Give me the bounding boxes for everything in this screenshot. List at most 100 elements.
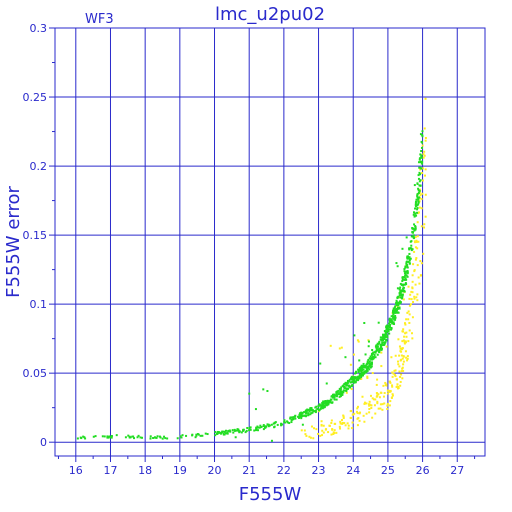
- data-point-yellow: [381, 403, 384, 406]
- data-point-yellow: [400, 373, 403, 376]
- data-point-green: [339, 393, 342, 396]
- data-point-green: [401, 278, 404, 281]
- data-point-green: [325, 404, 328, 407]
- data-point-green: [338, 393, 341, 396]
- data-point-yellow: [393, 373, 396, 376]
- data-point-green: [408, 248, 411, 251]
- data-point-yellow: [405, 318, 408, 321]
- data-point-green: [335, 394, 338, 397]
- data-point-yellow: [420, 207, 423, 210]
- data-point-green: [365, 371, 368, 374]
- data-point-green: [398, 302, 401, 305]
- data-point-green: [236, 428, 239, 431]
- data-point-green: [353, 334, 356, 337]
- x-tick-label: 27: [450, 464, 464, 477]
- data-point-green: [394, 316, 397, 319]
- data-point-green: [398, 300, 401, 303]
- data-point-green: [413, 223, 416, 226]
- data-point-yellow: [420, 262, 423, 265]
- data-point-yellow: [394, 354, 397, 357]
- data-point-green: [298, 416, 301, 419]
- data-point-green: [405, 260, 408, 263]
- data-point-green: [310, 412, 313, 415]
- data-point-green: [376, 342, 379, 345]
- data-point-yellow: [368, 408, 371, 411]
- data-point-green: [413, 229, 416, 232]
- data-point-green: [367, 345, 370, 348]
- data-point-yellow: [328, 424, 331, 427]
- data-point-yellow: [388, 404, 391, 407]
- data-point-green: [242, 428, 245, 431]
- data-point-green: [299, 415, 302, 418]
- data-point-yellow: [411, 280, 414, 283]
- data-point-green: [314, 406, 317, 409]
- data-point-green: [315, 405, 318, 408]
- data-point-green: [258, 426, 261, 429]
- data-point-green: [376, 345, 379, 348]
- data-point-yellow: [386, 392, 389, 395]
- data-point-green: [387, 328, 390, 331]
- data-point-green: [358, 359, 361, 362]
- data-point-green: [317, 404, 320, 407]
- data-point-yellow: [421, 144, 424, 147]
- data-point-green: [398, 307, 401, 310]
- data-point-yellow: [418, 191, 421, 194]
- data-point-yellow: [382, 395, 385, 398]
- data-point-yellow: [368, 403, 371, 406]
- data-point-green: [124, 436, 127, 439]
- data-point-yellow: [351, 427, 354, 430]
- data-point-green: [156, 435, 159, 438]
- data-point-yellow: [396, 383, 399, 386]
- data-point-green: [301, 414, 304, 417]
- data-point-green: [396, 265, 399, 268]
- data-point-yellow: [395, 378, 398, 381]
- data-point-yellow: [411, 337, 414, 340]
- data-point-green: [384, 336, 387, 339]
- data-point-green: [298, 413, 301, 416]
- data-point-yellow: [419, 188, 422, 191]
- data-point-green: [92, 435, 95, 438]
- data-point-yellow: [389, 381, 392, 384]
- data-point-green: [265, 425, 268, 428]
- data-point-green: [349, 381, 352, 384]
- data-point-green: [79, 436, 82, 439]
- data-point-green: [103, 435, 106, 438]
- data-point-yellow: [398, 345, 401, 348]
- data-point-green: [383, 342, 386, 345]
- data-point-green: [395, 302, 398, 305]
- data-point-green: [366, 360, 369, 363]
- data-point-green: [383, 330, 386, 333]
- data-point-yellow: [351, 413, 354, 416]
- data-point-green: [368, 365, 371, 368]
- data-point-yellow: [380, 365, 383, 368]
- data-point-yellow: [322, 431, 325, 434]
- data-point-green: [343, 387, 346, 390]
- data-point-green: [384, 331, 387, 334]
- data-point-yellow: [391, 393, 394, 396]
- data-point-green: [201, 434, 204, 437]
- data-point-green: [380, 348, 383, 351]
- data-point-yellow: [365, 402, 368, 405]
- data-point-green: [82, 435, 85, 438]
- data-point-yellow: [413, 270, 416, 273]
- data-point-yellow: [407, 318, 410, 321]
- data-points: [76, 97, 427, 442]
- data-point-green: [284, 421, 287, 424]
- data-point-yellow: [383, 392, 386, 395]
- data-point-green: [420, 150, 423, 153]
- data-point-green: [412, 213, 415, 216]
- data-point-yellow: [410, 298, 413, 301]
- data-point-yellow: [402, 328, 405, 331]
- data-point-green: [303, 411, 306, 414]
- data-point-green: [401, 247, 404, 250]
- data-point-green: [391, 314, 394, 317]
- data-point-green: [378, 342, 381, 345]
- data-point-green: [371, 358, 374, 361]
- data-point-yellow: [339, 422, 342, 425]
- data-point-green: [110, 435, 113, 438]
- data-point-green: [338, 388, 341, 391]
- data-point-green: [346, 387, 349, 390]
- data-point-green: [337, 389, 340, 392]
- data-point-green: [362, 368, 365, 371]
- data-point-green: [322, 402, 325, 405]
